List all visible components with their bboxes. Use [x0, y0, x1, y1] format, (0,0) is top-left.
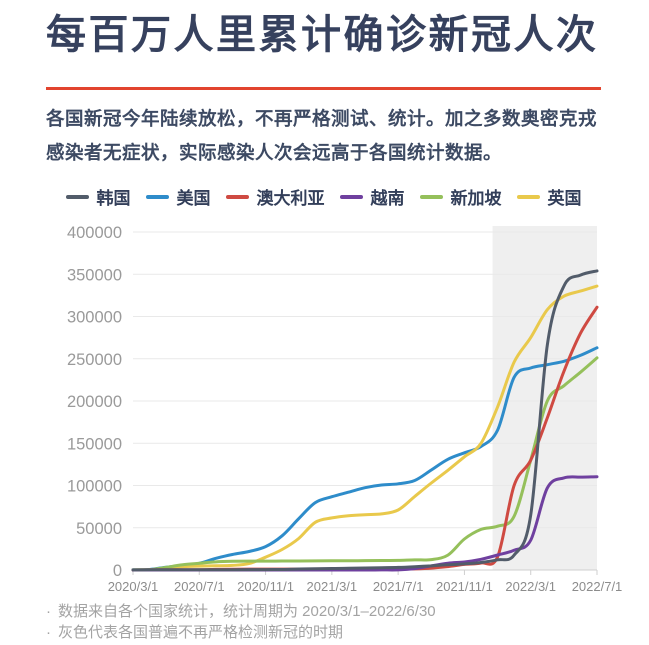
y-tick-label: 150000 [67, 435, 122, 453]
legend-label: 新加坡 [450, 189, 502, 208]
legend-swatch [419, 194, 443, 199]
x-tick-label: 2022/3/1 [505, 579, 556, 594]
chart-svg: 0 50000 100000 150000 200000 250000 300000 3500… [67, 224, 623, 594]
x-tick-label: 2020/3/1 [108, 579, 159, 594]
x-tick-label: 2022/7/1 [572, 579, 623, 594]
page-title: 每百万人里累计确诊新冠人次 [46, 13, 599, 57]
legend-label: 英国 [547, 189, 582, 208]
y-tick-label: 0 [113, 562, 122, 580]
y-tick-label: 200000 [67, 393, 122, 411]
bullet: · [46, 603, 51, 620]
title-underline-rule [46, 87, 601, 90]
y-tick-label: 300000 [67, 309, 122, 327]
x-tick-label: 2021/11/1 [436, 579, 493, 594]
y-tick-label: 350000 [67, 266, 122, 284]
subtitle-line-1: 各国新冠今年陆续放松，不再严格测试、统计。加之多数奥密克戎 [46, 108, 598, 129]
legend-swatch [225, 194, 249, 199]
legend-item-美国: 美国 [145, 184, 211, 209]
x-tick-label: 2021/3/1 [307, 579, 358, 594]
footnotes: · 数据来自各个国家统计，统计周期为 2020/3/1–2022/6/30 · 灰色… [46, 601, 606, 643]
legend-label: 美国 [176, 189, 211, 208]
legend-label: 越南 [370, 189, 405, 208]
header: 每百万人里累计确诊新冠人次 各国新冠今年陆续放松，不再严格测试、统计。加之多数奥… [0, 0, 649, 209]
legend-label: 澳大利亚 [256, 189, 325, 208]
series-line-新加坡 [131, 356, 599, 572]
y-tick-label: 250000 [67, 351, 122, 369]
legend-item-新加坡: 新加坡 [419, 184, 502, 209]
x-tick-label: 2021/7/1 [373, 579, 424, 594]
x-tick-label: 2020/7/1 [174, 579, 225, 594]
legend: 韩国 美国 澳大利亚 越南 新加坡 英国 [46, 184, 601, 209]
legend-item-韩国: 韩国 [65, 184, 131, 209]
y-tick-label: 50000 [76, 520, 122, 538]
y-tick-label: 100000 [67, 478, 122, 496]
relaxed-testing-region [492, 226, 597, 570]
series-line-英国 [131, 284, 599, 572]
legend-item-英国: 英国 [516, 184, 582, 209]
legend-swatch [339, 194, 363, 199]
y-tick-label: 400000 [67, 224, 122, 242]
footnote-source: · 数据来自各个国家统计，统计周期为 2020/3/1–2022/6/30 [46, 603, 436, 620]
chart-area: 0 50000 100000 150000 200000 250000 300000 3500… [0, 218, 649, 603]
chart-subtitle: 各国新冠今年陆续放松，不再严格测试、统计。加之多数奥密克戎 感染者无症状，实际感… [46, 102, 601, 170]
legend-swatch [516, 194, 540, 199]
legend-item-澳大利亚: 澳大利亚 [225, 184, 325, 209]
bullet: · [46, 624, 51, 641]
legend-swatch [145, 194, 169, 199]
legend-label: 韩国 [96, 189, 131, 208]
series-line-美国 [131, 346, 599, 572]
footnote-gray-region: · 灰色代表各国普遍不再严格检测新冠的时期 [46, 624, 344, 641]
series-line-韩国 [131, 269, 599, 572]
subtitle-line-2: 感染者无症状，实际感染人次会远高于各国统计数据。 [46, 142, 503, 163]
x-tick-label: 2020/11/1 [237, 579, 294, 594]
legend-item-越南: 越南 [339, 184, 405, 209]
legend-swatch [65, 194, 89, 199]
